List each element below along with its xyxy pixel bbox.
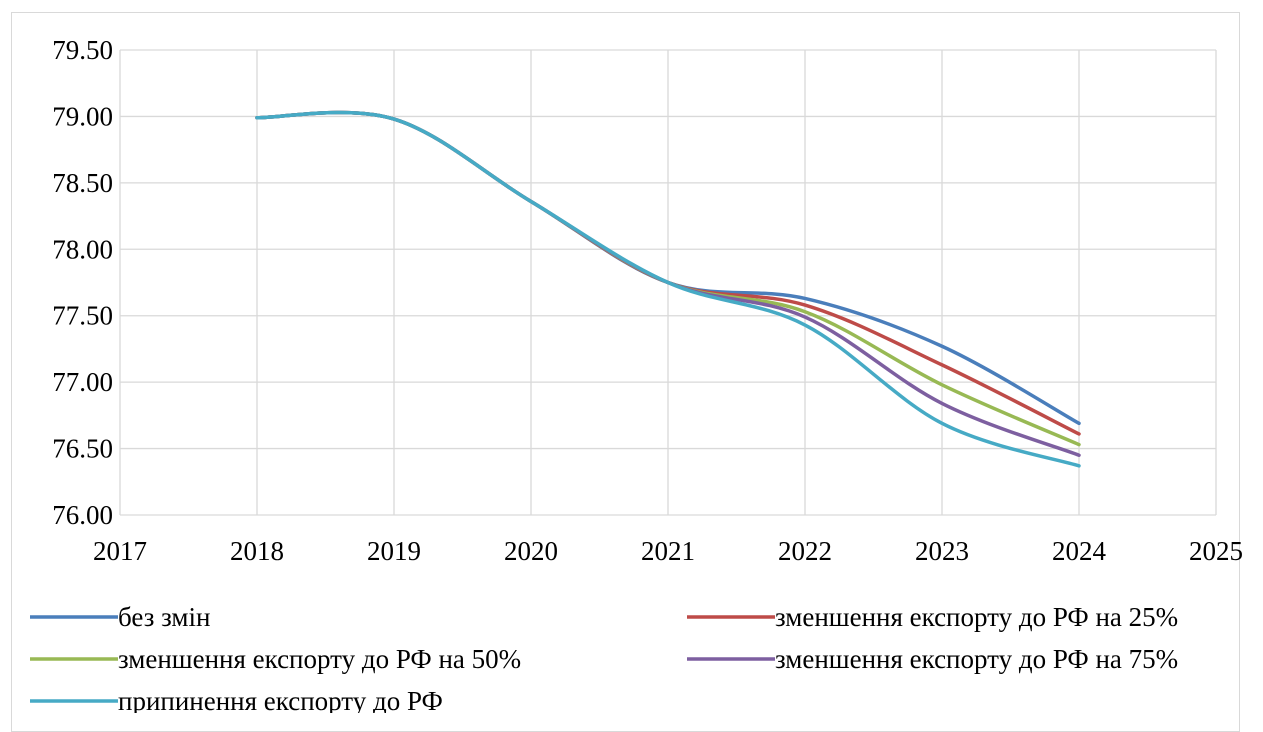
x-tick-label: 2018 (230, 536, 284, 566)
legend-item: зменшення експорту до РФ на 50% (30, 644, 521, 674)
series-lines (255, 110, 1081, 468)
legend-item: припинення експорту до РФ (30, 686, 443, 713)
x-axis-tick-labels: 2017 2018 2019 2020 2021 2022 2023 2024 2025 (93, 536, 1243, 566)
y-tick-label: 77.00 (52, 367, 113, 397)
legend-label: без змін (118, 602, 210, 632)
y-axis-tick-labels: 76.00 76.50 77.00 77.50 78.00 78.50 79.00 79.50 (52, 35, 113, 530)
legend-item: без змін (30, 602, 210, 632)
x-tick-label: 2022 (778, 536, 832, 566)
x-tick-label: 2021 (641, 536, 695, 566)
y-tick-label: 77.50 (52, 301, 113, 331)
series-line-5 (255, 110, 1081, 468)
legend-label: зменшення експорту до РФ на 50% (118, 644, 521, 674)
x-tick-label: 2017 (93, 536, 147, 566)
legend-label: зменшення експорту до РФ на 25% (775, 602, 1178, 632)
x-tick-label: 2023 (915, 536, 969, 566)
y-tick-label: 79.00 (52, 101, 113, 131)
legend-item: зменшення експорту до РФ на 25% (687, 602, 1178, 632)
y-tick-label: 76.50 (52, 434, 113, 464)
x-tick-label: 2024 (1052, 536, 1107, 566)
y-tick-label: 79.50 (52, 35, 113, 65)
line-chart: 76.00 76.50 77.00 77.50 78.00 78.50 79.00 79.50… (30, 35, 1243, 713)
legend-item: зменшення експорту до РФ на 75% (687, 644, 1178, 674)
x-tick-label: 2025 (1189, 536, 1243, 566)
legend-label: припинення експорту до РФ (118, 686, 443, 713)
legend-label: зменшення експорту до РФ на 75% (775, 644, 1178, 674)
y-tick-label: 76.00 (52, 500, 113, 530)
y-tick-label: 78.00 (52, 234, 113, 264)
legend: без змін зменшення експорту до РФ на 25% з… (30, 602, 1178, 713)
x-tick-label: 2020 (504, 536, 558, 566)
x-tick-label: 2019 (367, 536, 421, 566)
y-tick-label: 78.50 (52, 168, 113, 198)
